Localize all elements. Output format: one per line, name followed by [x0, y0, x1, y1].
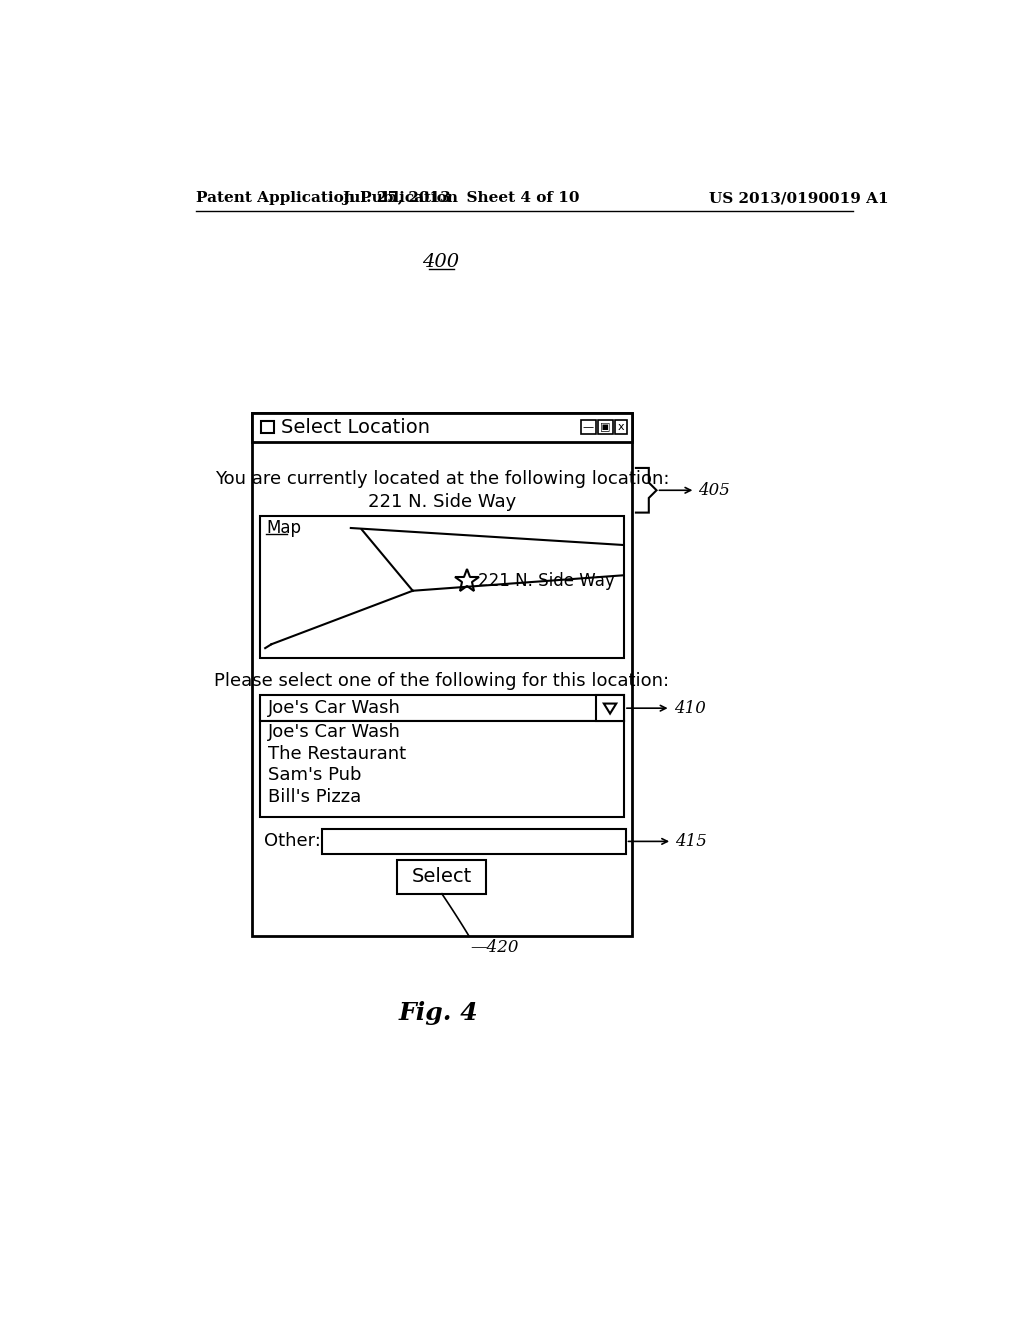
Bar — [581, 420, 596, 434]
Text: 221 N. Side Way: 221 N. Side Way — [478, 572, 615, 590]
Text: Bill's Pizza: Bill's Pizza — [267, 788, 360, 805]
Text: Please select one of the following for this location:: Please select one of the following for t… — [214, 672, 670, 690]
Text: Select: Select — [412, 867, 472, 886]
Text: —: — — [583, 422, 594, 432]
Text: You are currently located at the following location:: You are currently located at the followi… — [215, 470, 669, 487]
Text: Select Location: Select Location — [282, 417, 430, 437]
Bar — [614, 420, 627, 434]
Bar — [252, 413, 632, 936]
Text: Fig. 4: Fig. 4 — [398, 1001, 478, 1026]
Text: 405: 405 — [698, 482, 730, 499]
Bar — [260, 516, 624, 659]
Bar — [260, 696, 624, 721]
Bar — [322, 829, 626, 854]
Bar — [260, 721, 624, 817]
Text: 221 N. Side Way: 221 N. Side Way — [368, 492, 516, 511]
Text: 400: 400 — [422, 253, 459, 272]
Text: Patent Application Publication: Patent Application Publication — [197, 191, 458, 206]
Text: US 2013/0190019 A1: US 2013/0190019 A1 — [710, 191, 889, 206]
Bar — [598, 420, 613, 434]
Text: Map: Map — [266, 519, 301, 537]
Text: The Restaurant: The Restaurant — [267, 744, 406, 763]
Text: Sam's Pub: Sam's Pub — [267, 766, 361, 784]
Text: Joe's Car Wash: Joe's Car Wash — [267, 723, 400, 741]
Text: Other:: Other: — [263, 833, 321, 850]
Text: Jul. 25, 2013   Sheet 4 of 10: Jul. 25, 2013 Sheet 4 of 10 — [342, 191, 580, 206]
Text: 410: 410 — [674, 700, 706, 717]
Bar — [261, 421, 273, 433]
Bar — [252, 412, 632, 442]
Bar — [596, 696, 624, 721]
Text: x: x — [617, 422, 625, 432]
Text: ▣: ▣ — [600, 422, 610, 432]
Text: Joe's Car Wash: Joe's Car Wash — [267, 700, 400, 717]
Bar — [397, 859, 486, 894]
Text: —420: —420 — [471, 940, 519, 956]
Text: 415: 415 — [675, 833, 707, 850]
